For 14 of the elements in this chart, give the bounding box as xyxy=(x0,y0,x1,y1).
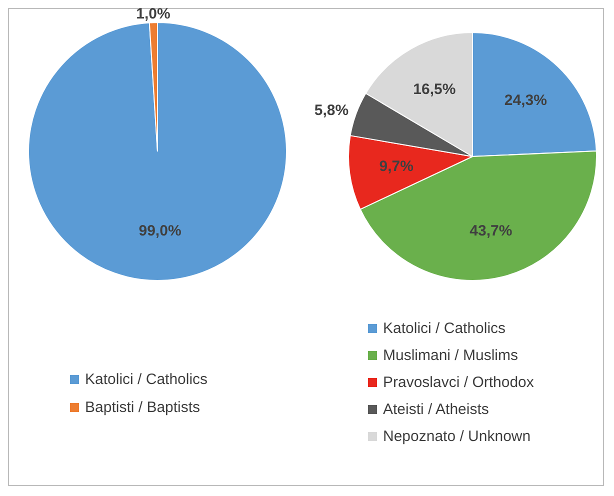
legend-label: Nepoznato / Unknown xyxy=(383,428,531,445)
data-label: 5,8% xyxy=(314,102,349,120)
legend-label: Ateisti / Atheists xyxy=(383,401,489,418)
legend-label: Pravoslavci / Orthodox xyxy=(383,374,534,391)
data-label: 43,7% xyxy=(470,222,512,240)
data-label: 24,3% xyxy=(504,92,547,110)
legend-label: Katolici / Catholics xyxy=(85,370,208,388)
legend-label: Baptisti / Baptists xyxy=(85,398,200,416)
data-label: 9,7% xyxy=(379,158,414,175)
legend-label: Katolici / Catholics xyxy=(383,320,506,337)
data-label: 1,0% xyxy=(136,6,170,23)
legend-label: Muslimani / Muslims xyxy=(383,347,518,364)
data-label: 16,5% xyxy=(413,80,456,98)
data-label: 99,0% xyxy=(138,222,182,240)
